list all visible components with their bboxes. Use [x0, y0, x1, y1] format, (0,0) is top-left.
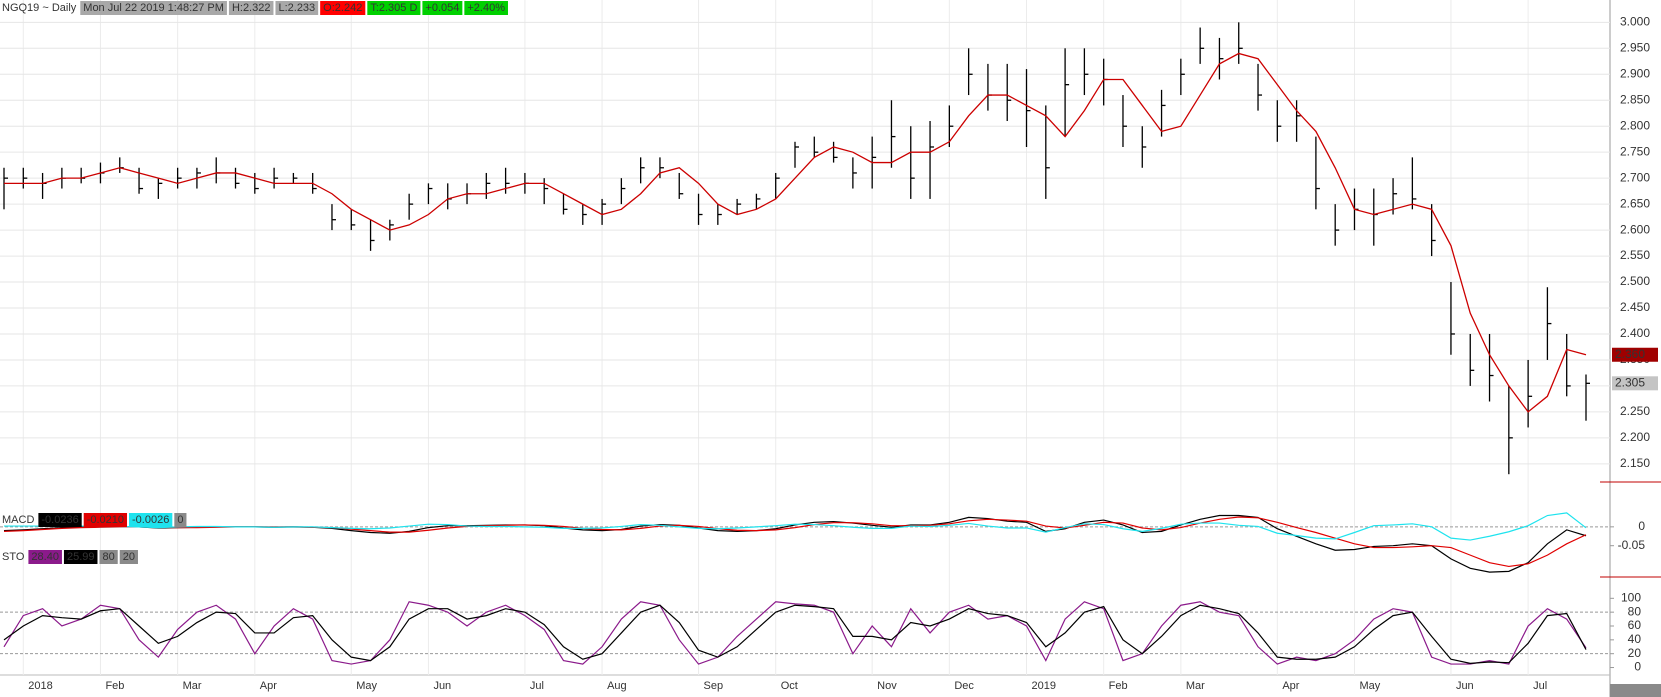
panel-title: STO	[2, 551, 25, 563]
value-box	[63, 550, 98, 564]
x-tick-label: 2018	[28, 680, 52, 692]
value-box	[99, 550, 118, 564]
header-value: T:2.305 D	[370, 2, 417, 14]
y-tick-label: 3.000	[1620, 15, 1650, 29]
y-tick-label: 2.600	[1620, 222, 1650, 236]
y-tick-label: 2.250	[1620, 404, 1650, 418]
header-value: 25.99	[67, 551, 95, 563]
x-tick-label: Sep	[704, 680, 724, 692]
value-box	[275, 1, 319, 15]
y-tick-label: 2.850	[1620, 92, 1650, 106]
value-box	[28, 550, 62, 564]
scrollbar	[1610, 684, 1661, 697]
y-tick-label: 0	[1638, 519, 1645, 533]
price-marker	[1612, 347, 1658, 362]
panel-title: MACD	[2, 514, 34, 526]
x-tick-label: Jul	[530, 680, 544, 692]
y-tick-label: 100	[1621, 590, 1641, 604]
y-tick-label: 2.550	[1620, 248, 1650, 262]
value-box	[129, 513, 173, 527]
value-box	[80, 1, 227, 15]
value-box	[228, 1, 274, 15]
header-value: 0	[177, 514, 183, 526]
x-tick-label: May	[1359, 680, 1380, 692]
y-tick-label: 40	[1628, 632, 1642, 646]
y-tick-label: 2.450	[1620, 300, 1650, 314]
value-box	[367, 1, 421, 15]
y-tick-label: 60	[1628, 618, 1642, 632]
price-marker-label: 2.305	[1615, 375, 1645, 389]
value-box	[174, 513, 187, 527]
x-tick-label: Mar	[1186, 680, 1205, 692]
x-tick-label: Apr	[260, 680, 277, 692]
y-tick-label: 2.900	[1620, 66, 1650, 80]
value-box	[464, 1, 508, 15]
value-box	[320, 1, 366, 15]
x-tick-label: Feb	[105, 680, 124, 692]
header-value: 20	[123, 551, 135, 563]
y-tick-label: 2.150	[1620, 456, 1650, 470]
x-tick-label: Jun	[1456, 680, 1474, 692]
y-tick-label: 2.650	[1620, 196, 1650, 210]
y-tick-label: 2.200	[1620, 430, 1650, 444]
x-tick-label: Oct	[781, 680, 798, 692]
x-tick-label: Jul	[1533, 680, 1547, 692]
y-tick-label: 80	[1628, 604, 1642, 618]
y-tick-label: 2.800	[1620, 118, 1650, 132]
x-tick-label: Jun	[433, 680, 451, 692]
header-value: O:2.242	[323, 2, 362, 14]
x-tick-label: Feb	[1109, 680, 1128, 692]
value-box	[83, 513, 128, 527]
value-box	[422, 1, 463, 15]
x-tick-label: Dec	[954, 680, 974, 692]
y-tick-label: 20	[1628, 646, 1642, 660]
header-value: +0.054	[425, 2, 459, 14]
indicator-line	[4, 512, 1587, 541]
header-value: -0.0236	[41, 514, 78, 526]
y-tick-label: 2.500	[1620, 274, 1650, 288]
header-value: -0.0210	[87, 514, 124, 526]
x-tick-label: Mar	[183, 680, 202, 692]
y-tick-label: 2.950	[1620, 40, 1650, 54]
x-tick-label: Apr	[1282, 680, 1299, 692]
header-value: +2.40%	[467, 2, 505, 14]
x-tick-label: Aug	[607, 680, 627, 692]
price-marker	[1612, 376, 1658, 391]
price-marker-label: 2.360	[1615, 347, 1645, 361]
moving-average-line	[4, 52, 1587, 413]
header-value: L:2.233	[278, 2, 315, 14]
indicator-line	[3, 604, 1587, 664]
chart-title: NGQ19 ~ Daily	[2, 2, 77, 14]
header-value: 28.40	[31, 551, 59, 563]
value-box	[38, 513, 82, 527]
value-box	[119, 550, 138, 564]
y-tick-label: -0.05	[1618, 538, 1646, 552]
header-value: -0.0026	[132, 514, 169, 526]
x-tick-label: 2019	[1032, 680, 1056, 692]
y-tick-label: 2.750	[1620, 144, 1650, 158]
x-tick-label: Nov	[877, 680, 897, 692]
y-tick-label: 2.700	[1620, 170, 1650, 184]
y-tick-label: 2.400	[1620, 326, 1650, 340]
header-value: H:2.322	[232, 2, 271, 14]
y-tick-label: 0	[1634, 660, 1641, 674]
x-tick-label: May	[356, 680, 377, 692]
header-value: 80	[102, 551, 114, 563]
header-value: Mon Jul 22 2019 1:48:27 PM	[83, 2, 224, 14]
